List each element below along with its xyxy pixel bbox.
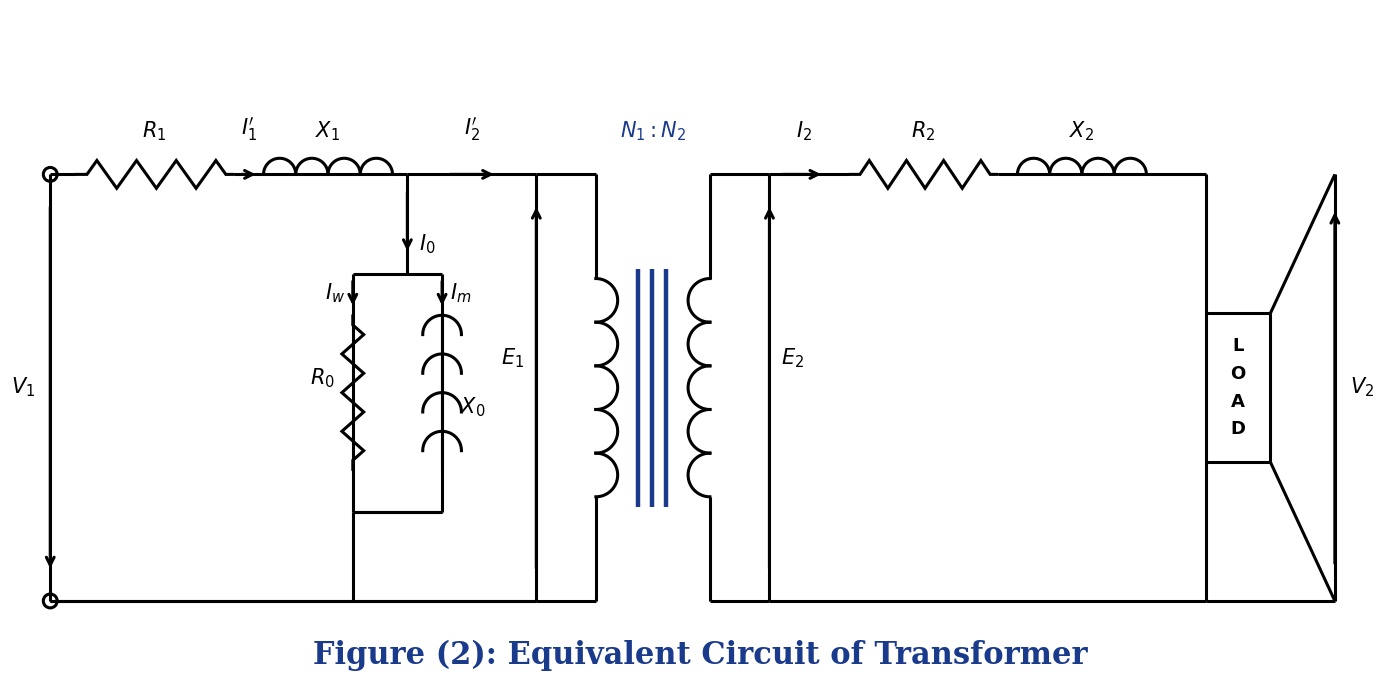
Text: A: A bbox=[1231, 392, 1245, 410]
Text: O: O bbox=[1231, 365, 1246, 383]
Text: $X_2$: $X_2$ bbox=[1070, 119, 1095, 143]
Text: $R_1$: $R_1$ bbox=[143, 119, 167, 143]
Text: $R_0$: $R_0$ bbox=[309, 366, 335, 389]
Bar bbox=[1205, 313, 1270, 462]
Text: D: D bbox=[1231, 421, 1246, 439]
Text: $I_2'$: $I_2'$ bbox=[463, 114, 480, 143]
Text: $R_2$: $R_2$ bbox=[911, 119, 935, 143]
Text: $E_2$: $E_2$ bbox=[781, 346, 805, 369]
Text: $I_0$: $I_0$ bbox=[419, 232, 435, 256]
Text: L: L bbox=[1232, 337, 1243, 355]
Text: $V_2$: $V_2$ bbox=[1350, 376, 1373, 399]
Text: $I_1'$: $I_1'$ bbox=[241, 114, 256, 143]
Text: Figure (2): Equivalent Circuit of Transformer: Figure (2): Equivalent Circuit of Transf… bbox=[312, 640, 1088, 671]
Text: $E_1$: $E_1$ bbox=[501, 346, 525, 369]
Text: $N_1:N_2$: $N_1:N_2$ bbox=[620, 119, 686, 143]
Text: $V_1$: $V_1$ bbox=[11, 376, 35, 399]
Text: $X_1$: $X_1$ bbox=[315, 119, 340, 143]
Text: $I_m$: $I_m$ bbox=[449, 281, 472, 305]
Text: $I_w$: $I_w$ bbox=[325, 281, 344, 305]
Text: $X_0$: $X_0$ bbox=[461, 396, 486, 419]
Text: $I_2$: $I_2$ bbox=[797, 119, 812, 143]
